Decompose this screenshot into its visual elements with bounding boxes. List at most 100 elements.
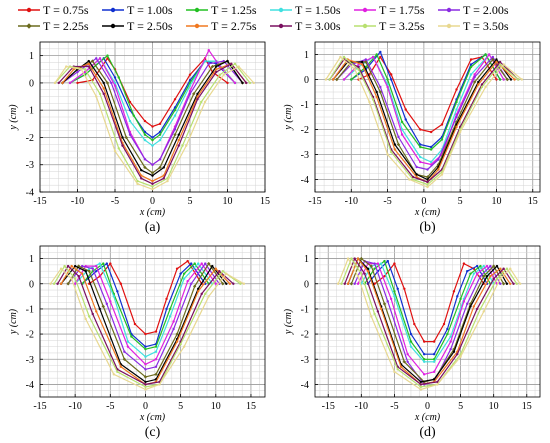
series-line bbox=[350, 53, 501, 151]
data-point bbox=[492, 277, 495, 280]
legend-marker bbox=[446, 23, 452, 29]
data-point bbox=[112, 373, 116, 376]
data-point bbox=[346, 257, 350, 260]
data-point bbox=[518, 282, 522, 285]
x-tick-label: 5 bbox=[458, 196, 463, 207]
data-point bbox=[119, 282, 123, 285]
data-point bbox=[207, 261, 211, 266]
legend-label: T = 2.00s bbox=[463, 3, 509, 17]
data-point bbox=[70, 277, 73, 280]
data-point bbox=[151, 179, 154, 183]
data-point bbox=[419, 380, 423, 384]
data-point bbox=[101, 304, 105, 309]
data-point bbox=[459, 355, 462, 358]
x-tick-label: -15 bbox=[322, 401, 335, 412]
data-point bbox=[57, 81, 60, 85]
data-point bbox=[225, 272, 228, 275]
data-point bbox=[151, 144, 154, 147]
data-point bbox=[200, 262, 203, 265]
data-point bbox=[437, 158, 440, 161]
data-point bbox=[144, 380, 147, 384]
data-point bbox=[151, 138, 154, 142]
data-point bbox=[466, 269, 469, 273]
data-point bbox=[121, 136, 124, 139]
data-point bbox=[173, 108, 177, 112]
data-point bbox=[113, 84, 117, 87]
x-tick-label: 0 bbox=[150, 196, 155, 207]
data-point bbox=[466, 302, 469, 306]
data-point bbox=[475, 307, 479, 311]
data-point bbox=[432, 360, 436, 363]
data-point bbox=[233, 81, 237, 85]
data-point bbox=[509, 267, 512, 270]
data-point bbox=[158, 133, 162, 136]
data-point bbox=[218, 73, 222, 76]
data-point bbox=[400, 120, 404, 124]
series-line bbox=[336, 56, 508, 171]
series-325 bbox=[328, 55, 520, 186]
y-tick-label: -2 bbox=[301, 125, 309, 136]
data-point bbox=[76, 264, 81, 268]
data-point bbox=[502, 78, 505, 81]
data-point bbox=[482, 264, 485, 268]
data-point bbox=[158, 138, 162, 142]
data-point bbox=[399, 365, 403, 368]
data-point bbox=[102, 262, 105, 265]
y-tick-label: -3 bbox=[301, 355, 309, 366]
series-line bbox=[329, 58, 519, 183]
data-point bbox=[336, 282, 340, 285]
data-point bbox=[366, 267, 370, 270]
data-point bbox=[479, 275, 482, 278]
legend-marker bbox=[362, 7, 368, 13]
series-250 bbox=[59, 264, 228, 384]
data-point bbox=[98, 57, 102, 60]
data-point bbox=[113, 149, 117, 153]
data-point bbox=[422, 360, 426, 363]
series-100 bbox=[80, 262, 207, 348]
legend-marker bbox=[278, 23, 284, 29]
data-point bbox=[87, 62, 90, 66]
data-point bbox=[390, 150, 393, 154]
data-point bbox=[419, 155, 422, 159]
x-tick-label: -15 bbox=[33, 401, 46, 412]
data-point bbox=[128, 133, 132, 136]
data-point bbox=[116, 290, 119, 293]
panel-label: (c) bbox=[145, 425, 161, 440]
y-tick-label: 1 bbox=[29, 51, 34, 62]
data-point bbox=[379, 50, 382, 54]
data-point bbox=[413, 322, 416, 326]
data-point bbox=[143, 119, 147, 123]
data-point bbox=[172, 327, 175, 331]
data-point bbox=[396, 368, 399, 371]
data-point bbox=[102, 81, 105, 85]
data-point bbox=[172, 320, 175, 323]
data-point bbox=[426, 168, 429, 171]
data-point bbox=[49, 282, 52, 285]
data-point bbox=[196, 98, 199, 101]
series-350 bbox=[324, 55, 524, 189]
data-point bbox=[144, 363, 147, 366]
data-point bbox=[144, 332, 147, 336]
data-point bbox=[150, 171, 155, 175]
data-point bbox=[168, 307, 172, 311]
data-point bbox=[117, 147, 120, 150]
data-point bbox=[87, 269, 91, 273]
data-point bbox=[122, 357, 127, 361]
data-point bbox=[346, 282, 350, 285]
data-point bbox=[419, 385, 423, 389]
y-axis-label: y (cm) bbox=[8, 104, 19, 131]
data-point bbox=[143, 165, 147, 170]
series-350 bbox=[49, 267, 246, 391]
data-point bbox=[475, 264, 479, 268]
data-point bbox=[499, 267, 502, 270]
data-point bbox=[480, 83, 484, 86]
series-line bbox=[357, 263, 498, 375]
y-tick-label: -2 bbox=[26, 133, 34, 144]
data-point bbox=[207, 62, 210, 66]
data-point bbox=[144, 355, 147, 358]
data-point bbox=[197, 287, 200, 290]
data-point bbox=[73, 264, 77, 268]
data-point bbox=[456, 295, 459, 298]
legend-label: T = 1.75s bbox=[379, 3, 425, 17]
